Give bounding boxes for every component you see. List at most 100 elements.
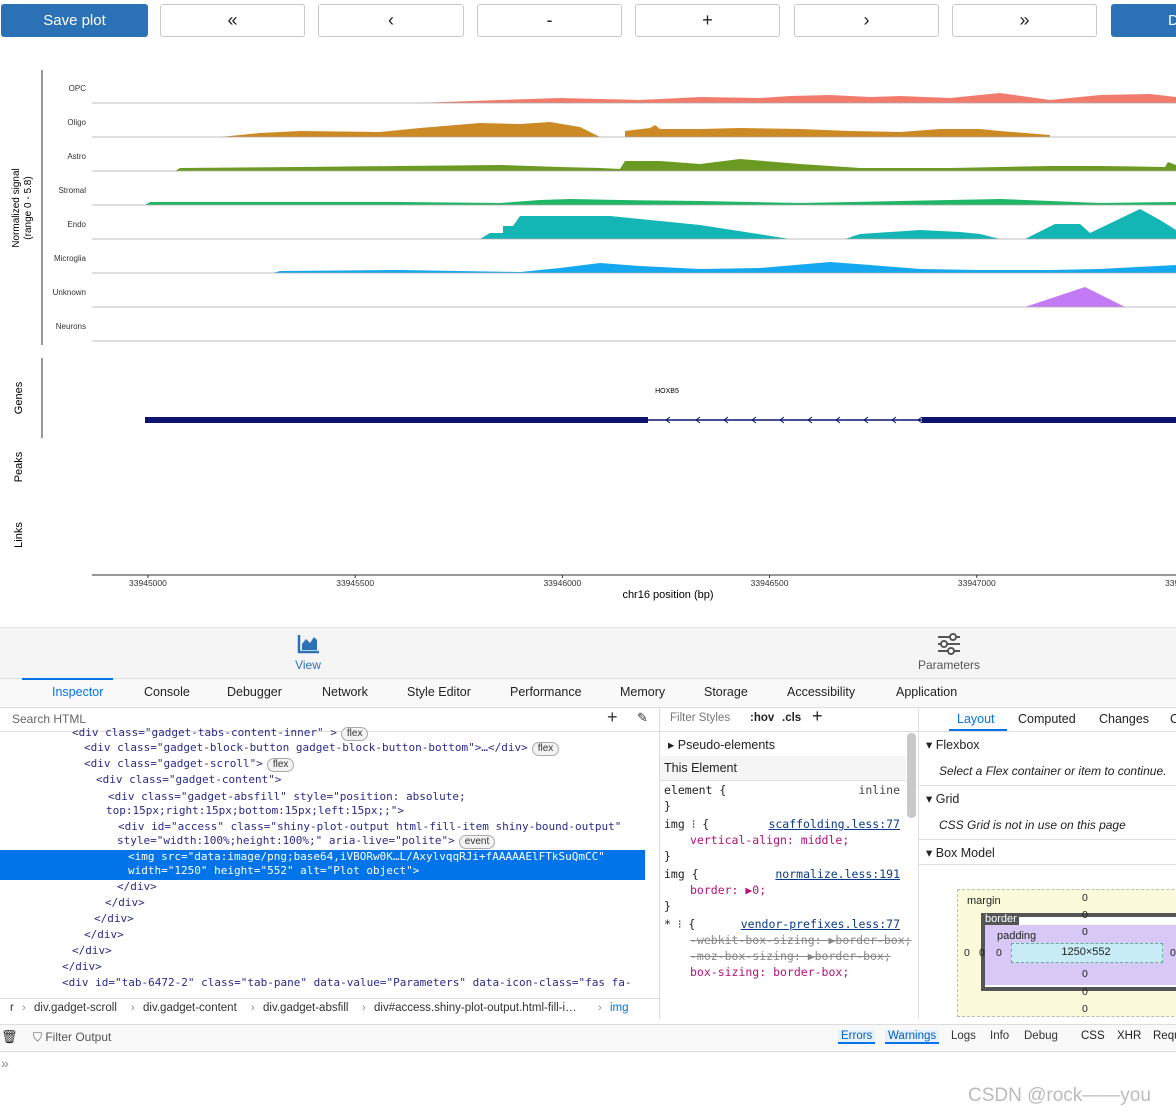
zoom-out-button[interactable]: - (477, 4, 622, 37)
devtools-tab[interactable]: Memory (620, 685, 666, 699)
y-label: (range 0 - 5.8) (23, 176, 34, 239)
box-value: 0 (1170, 947, 1176, 959)
devtools-tab[interactable]: Application (896, 685, 958, 699)
track-area (480, 209, 1176, 239)
devtools-tab[interactable]: Console (144, 685, 190, 699)
node-badge[interactable]: flex (340, 727, 369, 741)
track-area (1025, 287, 1125, 307)
html-node[interactable]: style="width:100%;height:100%;" aria-liv… (117, 834, 496, 849)
html-node[interactable]: <div class="gadget-scroll"> flex (84, 757, 295, 772)
console-level[interactable]: Warnings (885, 1030, 940, 1044)
html-node[interactable]: </div> (117, 880, 157, 894)
html-node[interactable]: width="1250" height="552" alt="Plot obje… (128, 864, 419, 878)
node-badge[interactable]: flex (531, 742, 560, 756)
node-badge[interactable]: event (458, 835, 496, 849)
add-rule[interactable]: + (812, 706, 823, 726)
zoom-in-button[interactable]: + (635, 4, 780, 37)
track-area (415, 93, 1176, 103)
layout-tab[interactable]: Changes (1099, 712, 1150, 726)
console-filter[interactable]: XHR (1117, 1030, 1142, 1042)
console-filter[interactable]: Requests (1153, 1030, 1176, 1042)
box-value: 0 (964, 947, 970, 959)
console-level[interactable]: Debug (1024, 1030, 1058, 1042)
flexbox-header[interactable]: ▾ Flexbox (926, 738, 980, 752)
download-button[interactable]: D (1111, 4, 1176, 37)
grid-header[interactable]: ▾ Grid (926, 792, 960, 806)
flexbox-msg: Select a Flex container or item to conti… (939, 764, 1167, 778)
pseudo-elements[interactable]: ▸ Pseudo-elements (668, 738, 776, 752)
html-node[interactable]: top:15px;right:15px;bottom:15px;left:15p… (106, 804, 404, 818)
search-html[interactable]: Search HTML (12, 712, 87, 726)
devtools-tab[interactable]: Style Editor (407, 685, 471, 699)
html-node[interactable]: </div> (84, 928, 124, 942)
layout-tab[interactable]: Computed (1018, 712, 1076, 726)
node-text: <div id="access" class="shiny-plot-outpu… (118, 820, 622, 833)
selected-node-bg (0, 850, 645, 880)
rule-declaration[interactable]: -moz-box-sizing: ▶border-box; (690, 949, 891, 963)
html-node[interactable]: </div> (62, 960, 102, 974)
html-node[interactable]: <div class="gadget-tabs-content-inner" >… (72, 726, 369, 741)
track-label: Neurons (56, 322, 86, 331)
trash-icon[interactable]: 🗑 (1, 1029, 18, 1044)
divider (918, 707, 919, 1019)
html-node[interactable]: <img src="data:image/png;base64,iVBORw0K… (128, 850, 605, 864)
node-badge[interactable]: flex (266, 758, 295, 772)
breadcrumb-item[interactable]: div.gadget-content (143, 1002, 237, 1014)
breadcrumb-item[interactable]: div.gadget-scroll (34, 1002, 117, 1014)
last-button[interactable]: » (952, 4, 1097, 37)
layout-tab[interactable]: Layout (957, 712, 995, 726)
y-label: Normalized signal (11, 168, 22, 247)
devtools-tab[interactable]: Storage (704, 685, 748, 699)
view-icon (297, 635, 319, 654)
console-level[interactable]: Info (990, 1030, 1010, 1042)
node-text: </div> (94, 912, 134, 925)
rule-source[interactable]: normalize.less:191 (775, 867, 900, 881)
rule-declaration[interactable]: vertical-align: middle; (690, 833, 850, 847)
save-button[interactable]: Save plot (1, 4, 148, 37)
filter-output[interactable]: ⛉ Filter Output (33, 1030, 112, 1044)
devtools-tab[interactable]: Network (322, 685, 368, 699)
box-model-header[interactable]: ▾ Box Model (926, 846, 995, 860)
rule-declaration[interactable]: border: ▶0; (690, 883, 767, 897)
devtools-tab[interactable]: Performance (510, 685, 582, 699)
prev-button[interactable]: ‹ (318, 4, 464, 37)
rule-declaration[interactable]: box-sizing: border-box; (690, 965, 850, 979)
html-node[interactable]: <div id="tab-6472-2" class="tab-pane" da… (62, 976, 632, 990)
padding-label: padding (997, 930, 1037, 942)
rule-source[interactable]: vendor-prefixes.less:77 (740, 917, 900, 931)
layout-tab[interactable]: C (1170, 712, 1176, 726)
rule-source[interactable]: scaffolding.less:77 (768, 817, 900, 831)
html-node[interactable]: </div> (105, 896, 145, 910)
breadcrumb-item[interactable]: img (610, 1002, 629, 1014)
filter-styles[interactable]: Filter Styles (670, 712, 731, 724)
inspector-tab[interactable]: Inspector (52, 685, 104, 699)
rule-declaration[interactable]: -webkit-box-sizing: ▶border-box; (690, 933, 912, 947)
html-node[interactable]: <div class="gadget-content"> (96, 773, 281, 787)
rule-close: } (664, 849, 671, 863)
add-node[interactable]: + (607, 707, 618, 727)
breadcrumb-item[interactable]: div.gadget-absfill (263, 1002, 349, 1014)
first-button[interactable]: « (160, 4, 305, 37)
track-label: Oligo (67, 118, 86, 127)
html-node[interactable]: </div> (94, 912, 134, 926)
devtools-tab[interactable]: Debugger (227, 685, 282, 699)
console-level[interactable]: Errors (838, 1030, 876, 1044)
html-node[interactable]: <div class="gadget-absfill" style="posit… (108, 790, 466, 804)
breadcrumb-item[interactable]: r (10, 1002, 14, 1014)
cls-toggle[interactable]: .cls (782, 712, 802, 724)
hov-toggle[interactable]: :hov (750, 712, 775, 724)
box-value: 0 (1082, 968, 1088, 980)
eyedropper[interactable]: ✎ (637, 710, 648, 725)
console-level[interactable]: Logs (951, 1030, 976, 1042)
devtools-tab[interactable]: Accessibility (787, 685, 856, 699)
parameters-tab[interactable]: Parameters (917, 658, 981, 672)
next-button[interactable]: › (794, 4, 939, 37)
margin-label: margin (967, 895, 1001, 907)
html-node[interactable]: <div class="gadget-block-button gadget-b… (84, 741, 560, 756)
html-node[interactable]: </div> (72, 944, 112, 958)
breadcrumb-item[interactable]: div#access.shiny-plot-output.html-fill-i… (374, 1002, 577, 1014)
html-node[interactable]: <div id="access" class="shiny-plot-outpu… (118, 820, 621, 834)
console-filter[interactable]: CSS (1081, 1030, 1105, 1042)
divider (659, 707, 660, 1019)
view-tab[interactable]: View (295, 658, 321, 672)
